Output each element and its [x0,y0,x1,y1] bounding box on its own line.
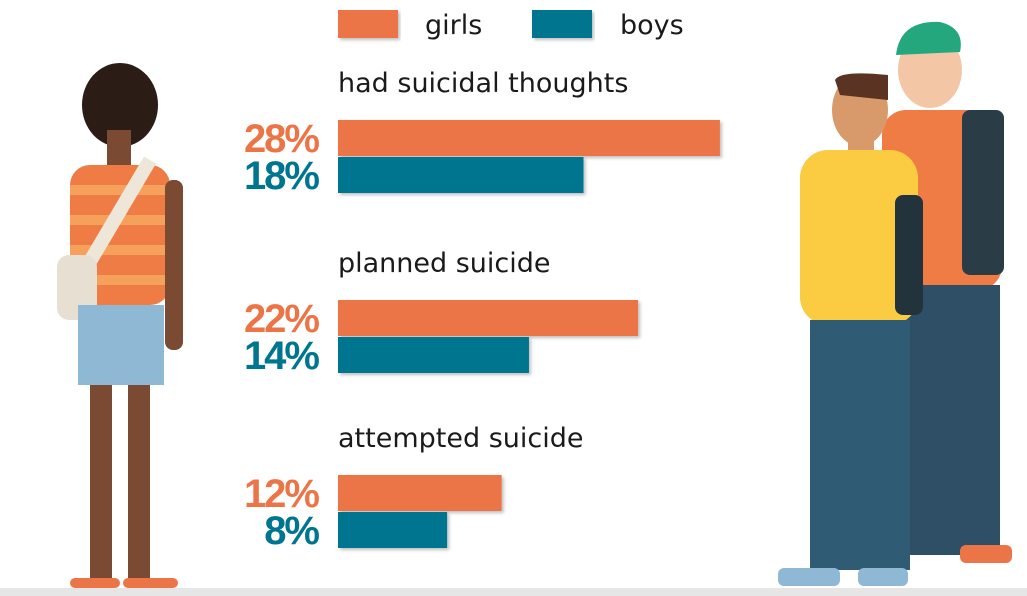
chart: girlsboyshad suicidal thoughts28%18%plan… [0,0,1027,596]
value-label: 18% [244,154,319,198]
bar [338,337,529,373]
category-label: planned suicide [338,248,551,279]
boys-illustration [778,22,1012,586]
legend-label: boys [620,10,684,41]
bar [338,512,447,548]
footer-strip [0,588,1027,596]
category-label: had suicidal thoughts [338,68,628,99]
legend-swatch [338,10,398,38]
bar [338,157,584,193]
value-label: 14% [244,334,319,378]
legend-swatch [532,10,592,38]
bar [338,120,720,156]
value-label: 8% [264,509,319,553]
legend-label: girls [425,10,482,41]
bar [338,475,502,511]
bar [338,300,638,336]
girl-illustration [57,63,183,588]
category-label: attempted suicide [338,423,583,454]
